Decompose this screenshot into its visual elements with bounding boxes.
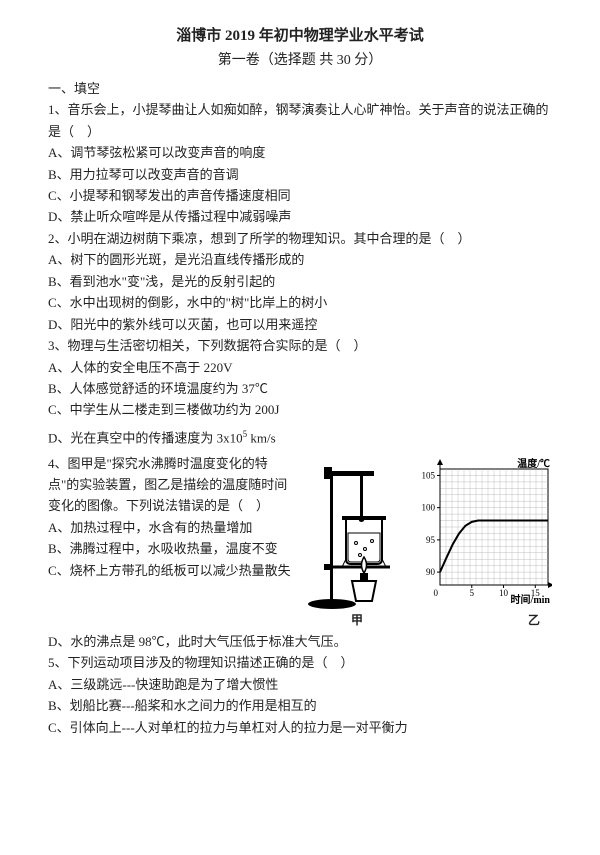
q5-option-c: C、引体向上---人对单杠的拉力与单杠对人的拉力是一对平衡力: [48, 717, 552, 738]
q3-option-d: D、光在真空中的传播速度为 3x105 km/s: [48, 427, 552, 449]
q3-option-c: C、中学生从二楼走到三楼做功约为 200J: [48, 399, 552, 420]
temperature-chart: 9095100105051015温度/℃时间/min 乙: [416, 455, 552, 631]
q4-figures: 甲 9095100105051015温度/℃时间/min 乙: [302, 455, 552, 631]
svg-text:100: 100: [422, 502, 436, 512]
q4-option-d: D、水的沸点是 98℃，此时大气压低于标准大气压。: [48, 631, 552, 652]
q1-option-d: D、禁止听众喧哗是从传播过程中减弱噪声: [48, 206, 552, 227]
q2-option-a: A、树下的圆形光斑，是光沿直线传播形成的: [48, 249, 552, 270]
q2-option-c: C、水中出现树的倒影，水中的"树"比岸上的树小: [48, 292, 552, 313]
svg-text:5: 5: [470, 588, 475, 598]
svg-text:95: 95: [426, 534, 436, 544]
svg-text:10: 10: [499, 588, 509, 598]
q5-option-a: A、三级跳远---快速助跑是为了增大惯性: [48, 674, 552, 695]
q1-option-c: C、小提琴和钢琴发出的声音传播速度相同: [48, 185, 552, 206]
svg-text:0: 0: [434, 588, 439, 598]
q1-stem: 1、音乐会上，小提琴曲让人如痴如醉，钢琴演奏让人心旷神怡。关于声音的说法正确的是…: [48, 99, 552, 142]
q2-option-d: D、阳光中的紫外线可以灭菌，也可以用来遥控: [48, 314, 552, 335]
q1-option-b: B、用力拉琴可以改变声音的音调: [48, 164, 552, 185]
fig1-caption: 甲: [302, 611, 412, 631]
q3-option-b: B、人体感觉舒适的环境温度约为 37℃: [48, 378, 552, 399]
svg-text:90: 90: [426, 567, 436, 577]
q5-option-b: B、划船比赛---船桨和水之间力的作用是相互的: [48, 695, 552, 716]
q3-d-post: km/s: [247, 430, 276, 445]
q5-stem: 5、下列运动项目涉及的物理知识描述正确的是（ ）: [48, 652, 552, 673]
q1-option-a: A、调节琴弦松紧可以改变声音的响度: [48, 142, 552, 163]
q3-d-pre: D、光在真空中的传播速度为 3x10: [48, 430, 243, 445]
fig2-caption: 乙: [416, 611, 552, 631]
q3-stem: 3、物理与生活密切相关，下列数据符合实际的是（ ）: [48, 335, 552, 356]
exam-subtitle: 第一卷（选择题 共 30 分）: [48, 49, 552, 72]
exam-title: 淄博市 2019 年初中物理学业水平考试: [48, 24, 552, 49]
svg-text:温度/℃: 温度/℃: [517, 457, 550, 470]
apparatus-figure: 甲: [302, 461, 412, 631]
svg-text:时间/min: 时间/min: [511, 593, 551, 605]
section-1-heading: 一、填空: [48, 78, 552, 99]
q3-option-a: A、人体的安全电压不高于 220V: [48, 357, 552, 378]
q2-stem: 2、小明在湖边树荫下乘凉，想到了所学的物理知识。其中合理的是（ ）: [48, 228, 552, 249]
q2-option-b: B、看到池水"变"浅，是光的反射引起的: [48, 271, 552, 292]
svg-text:105: 105: [422, 470, 436, 480]
